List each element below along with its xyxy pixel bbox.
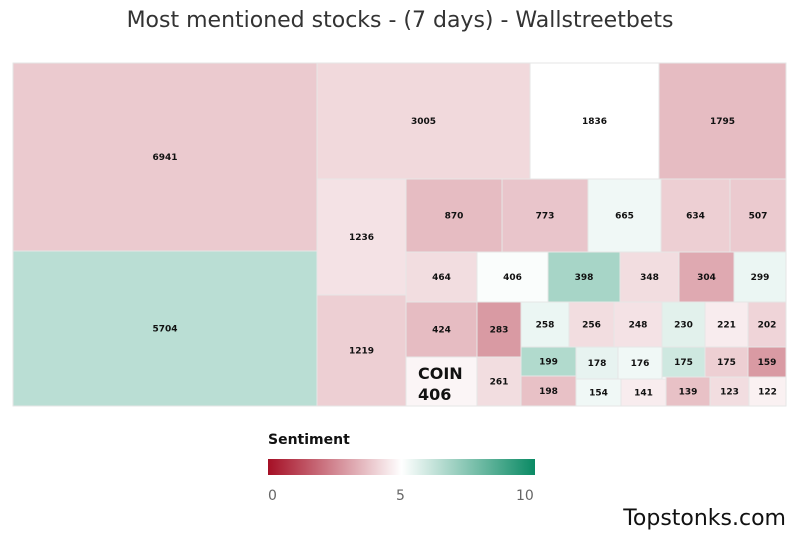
tile-value-label: 464 (432, 273, 451, 283)
treemap-tile[interactable] (733, 251, 787, 303)
legend-tick-10: 10 (516, 488, 534, 504)
tile-value-label: 176 (631, 359, 650, 369)
treemap-tile[interactable] (747, 301, 787, 348)
treemap-tile[interactable] (617, 346, 663, 380)
tile-value-label: 406 (503, 273, 522, 283)
tile-value-label: 1795 (710, 117, 735, 127)
tile-value-label: 139 (679, 388, 698, 398)
treemap-tile[interactable] (620, 378, 667, 407)
tile-value-label: 424 (432, 326, 451, 336)
treemap-tile[interactable] (613, 301, 663, 348)
tile-value-label: 258 (536, 321, 555, 331)
tile-value-label: 299 (751, 273, 770, 283)
tile-value-label: 141 (634, 389, 653, 399)
tile-value-label: 5704 (152, 325, 177, 335)
tile-value-label: 230 (674, 321, 693, 331)
tile-value-label: 202 (758, 321, 777, 331)
treemap-tile[interactable] (568, 301, 615, 348)
treemap-tile[interactable] (12, 250, 318, 407)
tile-value-label: 256 (582, 321, 601, 331)
tile-value-label: 221 (717, 321, 736, 331)
tile-value-label: 870 (445, 212, 464, 222)
treemap-tile[interactable] (665, 376, 711, 407)
tile-value-label: 3005 (411, 117, 436, 127)
tile-value-label: 175 (674, 358, 693, 368)
tile-value-label: 261 (490, 378, 509, 388)
treemap-tile[interactable] (520, 301, 570, 348)
legend-tick-5: 5 (396, 488, 405, 504)
treemap-tile[interactable] (704, 301, 749, 348)
highlight-name-label: COIN (418, 364, 463, 383)
treemap-tile[interactable] (709, 376, 750, 407)
tile-value-label: 198 (539, 387, 558, 397)
treemap-tile[interactable] (501, 178, 589, 253)
treemap-tile[interactable] (476, 251, 549, 303)
tile-value-label: 1836 (582, 117, 607, 127)
tile-value-label: 665 (615, 212, 634, 222)
treemap-tile[interactable] (520, 346, 577, 377)
tile-value-label: 398 (575, 273, 594, 283)
treemap-tile[interactable] (661, 301, 706, 348)
tile-value-label: 178 (588, 359, 607, 369)
tile-value-label: 123 (720, 388, 739, 398)
chart-title: Most mentioned stocks - (7 days) - Walls… (126, 8, 674, 33)
tile-value-label: 122 (758, 388, 777, 398)
tile-value-label: 175 (717, 358, 736, 368)
legend-title: Sentiment (268, 432, 350, 448)
treemap-tile[interactable] (405, 178, 503, 253)
brand-watermark: Topstonks.com (623, 506, 786, 531)
tile-value-label: 159 (758, 358, 777, 368)
tile-value-label: 304 (697, 273, 716, 283)
treemap-tile[interactable] (405, 251, 478, 303)
tile-value-label: 283 (490, 326, 509, 336)
tile-value-label: 348 (640, 273, 659, 283)
tile-value-label: 248 (629, 321, 648, 331)
treemap-tile[interactable] (547, 251, 621, 303)
treemap: 6941 5704 3005 1836 1795 1236 1219 870 773 665 634… (12, 62, 787, 407)
treemap-tile[interactable] (748, 376, 787, 407)
sentiment-color-scale (268, 459, 535, 475)
treemap-tile[interactable] (520, 375, 577, 407)
treemap-tile[interactable] (587, 178, 662, 253)
treemap-tile[interactable] (405, 301, 478, 358)
treemap-tile[interactable] (12, 62, 318, 252)
tile-value-label: 773 (536, 212, 555, 222)
tile-value-label: 1219 (349, 347, 374, 357)
tile-value-label: 6941 (152, 153, 177, 163)
highlight-value-label: 406 (418, 385, 451, 404)
treemap-tile[interactable] (316, 62, 531, 180)
treemap-tile[interactable] (529, 62, 660, 180)
treemap-tile[interactable] (575, 346, 619, 380)
treemap-tile[interactable] (619, 251, 680, 303)
tile-value-label: 199 (539, 358, 558, 368)
treemap-tile[interactable] (747, 346, 787, 378)
tile-value-label: 507 (749, 212, 768, 222)
treemap-tile[interactable] (729, 178, 787, 253)
tile-value-label: 634 (686, 212, 705, 222)
treemap-tile[interactable] (678, 251, 735, 303)
tile-value-label: 1236 (349, 233, 374, 243)
tile-value-label: 154 (589, 389, 608, 399)
treemap-tile[interactable] (316, 294, 407, 407)
legend-tick-0: 0 (268, 488, 277, 504)
